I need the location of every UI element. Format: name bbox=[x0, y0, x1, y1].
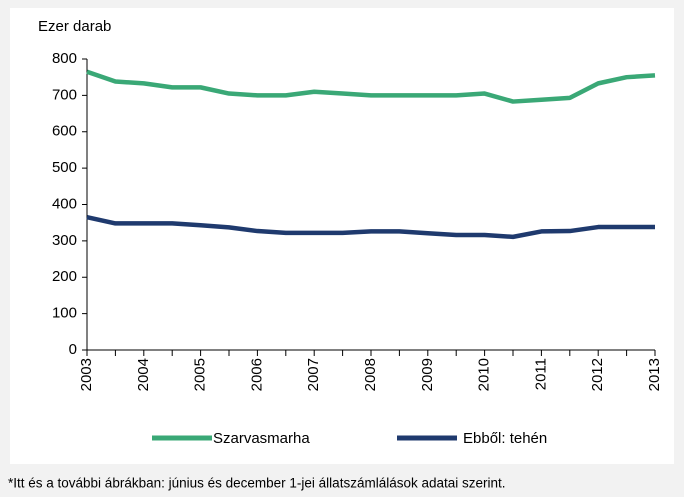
y-tick-label: 600 bbox=[52, 123, 77, 140]
y-tick-label: 400 bbox=[52, 195, 77, 212]
y-tick-label: 800 bbox=[52, 50, 77, 67]
x-tick-label: 2012 bbox=[589, 358, 606, 391]
y-axis-label: Ezer darab bbox=[38, 18, 111, 35]
data-line bbox=[86, 69, 656, 104]
y-tick-label: 700 bbox=[52, 86, 77, 103]
x-tick-label: 2006 bbox=[248, 358, 265, 391]
x-tick-label: 2005 bbox=[192, 358, 209, 391]
y-tick-label: 300 bbox=[52, 232, 77, 249]
x-tick-label: 2010 bbox=[476, 358, 493, 391]
y-tick-label: 0 bbox=[69, 341, 77, 358]
footnote: *Itt és a további ábrákban: június és de… bbox=[8, 476, 506, 491]
y-tick-label: 100 bbox=[52, 305, 77, 322]
x-tick-label: 2003 bbox=[78, 358, 95, 391]
x-tick-label: 2008 bbox=[362, 358, 379, 391]
plot-panel bbox=[10, 8, 674, 464]
data-line bbox=[86, 215, 655, 240]
x-tick-label: 2004 bbox=[135, 358, 152, 391]
x-tick-label: 2007 bbox=[305, 358, 322, 391]
legend-label: Szarvasmarha bbox=[213, 430, 310, 447]
legend-label: Ebből: tehén bbox=[463, 430, 547, 447]
x-tick-label: 2013 bbox=[646, 358, 663, 391]
x-tick-label: 2011 bbox=[532, 358, 549, 390]
x-tick-label: 2009 bbox=[419, 358, 436, 391]
y-tick-label: 200 bbox=[52, 268, 77, 285]
y-tick-label: 500 bbox=[52, 159, 77, 176]
